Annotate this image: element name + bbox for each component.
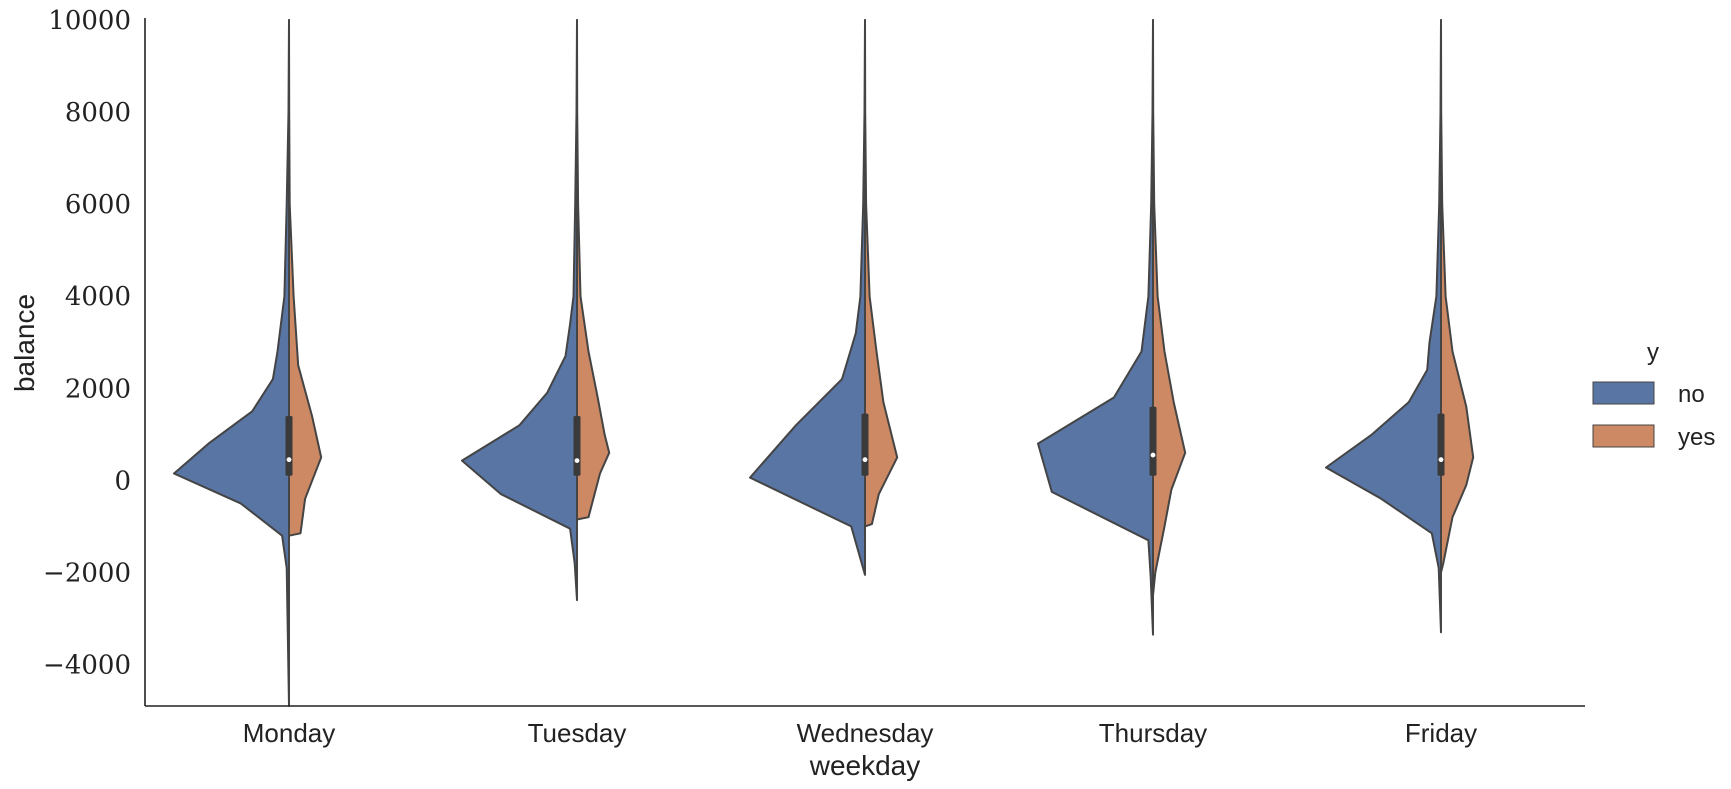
violin-yes-thursday [1152, 19, 1187, 597]
x-tick-label-thursday: Thursday [1099, 718, 1207, 748]
violin-no-monday [173, 19, 290, 707]
violin-yes-friday [1440, 19, 1475, 574]
x-tick-label-monday: Monday [243, 718, 336, 748]
iqr-box-monday [285, 415, 293, 476]
median-dot-thursday [1150, 452, 1156, 458]
x-tick-label-wednesday: Wednesday [797, 718, 934, 748]
violin-no-friday [1325, 19, 1442, 634]
x-tick-label-tuesday: Tuesday [528, 718, 627, 748]
y-tick-label: 4000 [65, 282, 131, 312]
x-axis-label: weekday [809, 750, 921, 781]
y-tick-label: 0 [114, 466, 131, 496]
iqr-box-friday [1437, 413, 1445, 476]
legend-label-yes: yes [1678, 424, 1715, 451]
violin-yes-tuesday [576, 19, 611, 521]
x-tick-label-friday: Friday [1405, 718, 1477, 748]
legend-label-no: no [1678, 381, 1705, 408]
legend: y no yes [1592, 339, 1715, 451]
violin-yes-monday [288, 19, 323, 537]
median-dot-monday [286, 457, 292, 463]
y-tick-label: 6000 [65, 190, 131, 220]
legend-title: y [1647, 339, 1659, 366]
violins-layer [173, 19, 1475, 707]
y-tick-labels: −4000 −2000 0 2000 4000 6000 8000 10000 [43, 6, 131, 681]
iqr-box-wednesday [861, 413, 869, 476]
iqr-box-tuesday [573, 415, 581, 476]
y-tick-label: −2000 [43, 558, 131, 588]
median-dot-tuesday [574, 458, 580, 464]
y-tick-label: 10000 [48, 6, 131, 36]
inner-boxes-layer [285, 406, 1445, 476]
violin-no-wednesday [749, 19, 866, 576]
median-dot-wednesday [862, 457, 868, 463]
y-axis-label: balance [9, 294, 40, 392]
y-tick-label: 8000 [65, 98, 131, 128]
legend-swatch-yes [1592, 424, 1655, 448]
x-tick-labels: Monday Tuesday Wednesday Thursday Friday [243, 718, 1477, 748]
legend-swatch-no [1592, 381, 1655, 405]
violin-yes-wednesday [864, 19, 899, 528]
violin-no-tuesday [461, 19, 578, 602]
y-tick-label: −4000 [43, 651, 131, 681]
axes [144, 18, 1585, 707]
median-dot-friday [1438, 457, 1444, 463]
iqr-box-thursday [1149, 406, 1157, 476]
y-tick-label: 2000 [65, 374, 131, 404]
violin-no-thursday [1037, 19, 1154, 636]
